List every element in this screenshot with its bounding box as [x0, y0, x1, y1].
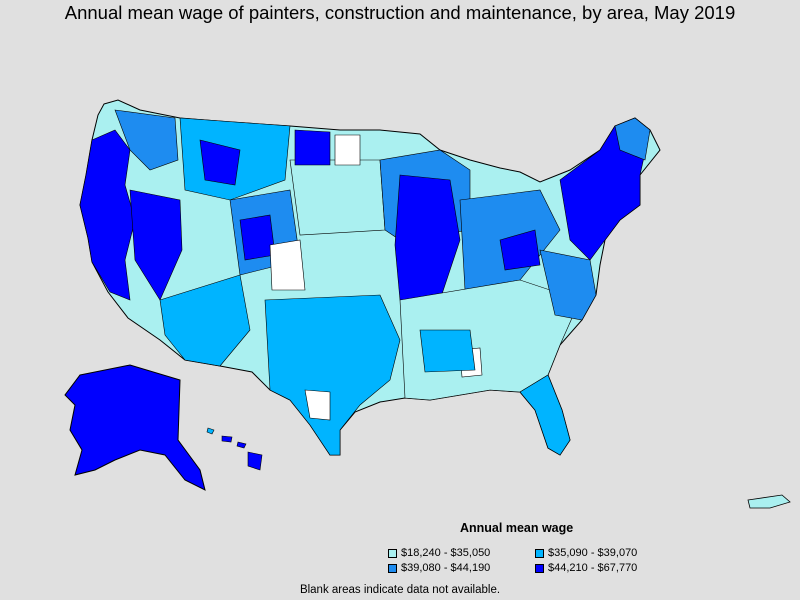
alaska-outline — [64, 364, 206, 491]
map-title: Annual mean wage of painters, constructi… — [64, 2, 736, 23]
legend-swatch-4 — [535, 563, 544, 573]
maine-region — [614, 117, 651, 161]
alaska-region — [64, 364, 206, 491]
gulf-region — [419, 329, 476, 373]
legend-item-3: $39,080 - $44,190 — [388, 561, 535, 575]
mid-atlantic-region — [539, 249, 597, 321]
mountain-high-wage — [199, 139, 241, 186]
legend: $18,240 - $35,050 $35,090 - $39,070 $39,… — [388, 546, 685, 575]
legend-label-2: $35,090 - $39,070 — [548, 547, 638, 559]
blank-area-texas — [304, 389, 331, 421]
pacific-northwest-region — [114, 109, 179, 171]
colorado-high-wage — [239, 214, 276, 261]
blank-area-colorado — [269, 239, 306, 291]
florida-region — [519, 374, 571, 456]
legend-item-2: $35,090 - $39,070 — [535, 546, 685, 560]
conus-region — [79, 99, 661, 456]
blank-area-dakota — [334, 134, 361, 166]
hawaii-island-4 — [247, 451, 263, 471]
nevada-region — [129, 189, 183, 301]
hawaii-island-2 — [221, 435, 233, 443]
legend-label-4: $44,210 - $67,770 — [548, 562, 638, 574]
hawaii-island-3 — [236, 441, 247, 449]
legend-item-4: $44,210 - $67,770 — [535, 561, 685, 575]
northeast-high-wage — [559, 117, 651, 261]
ohio-high-wage — [499, 229, 541, 271]
footnote: Blank areas indicate data not available. — [299, 584, 501, 596]
legend-swatch-3 — [388, 563, 397, 573]
hawaii-island-1 — [206, 427, 215, 435]
legend-title: Annual mean wage — [460, 521, 574, 535]
legend-swatch-2 — [535, 548, 544, 558]
legend-label-3: $39,080 - $44,190 — [401, 562, 491, 574]
legend-label-1: $18,240 - $35,050 — [401, 547, 491, 559]
north-plains-high-wage — [294, 129, 331, 166]
puerto-rico-region — [747, 494, 791, 509]
southwest-region — [159, 274, 251, 367]
west-coast-high-wage — [79, 129, 136, 301]
legend-item-1: $18,240 - $35,050 — [388, 546, 535, 560]
texas-region — [264, 294, 401, 456]
hawaii-region — [206, 427, 263, 471]
puerto-rico-outline — [747, 494, 791, 509]
plains-region — [289, 159, 386, 236]
legend-swatch-1 — [388, 548, 397, 558]
